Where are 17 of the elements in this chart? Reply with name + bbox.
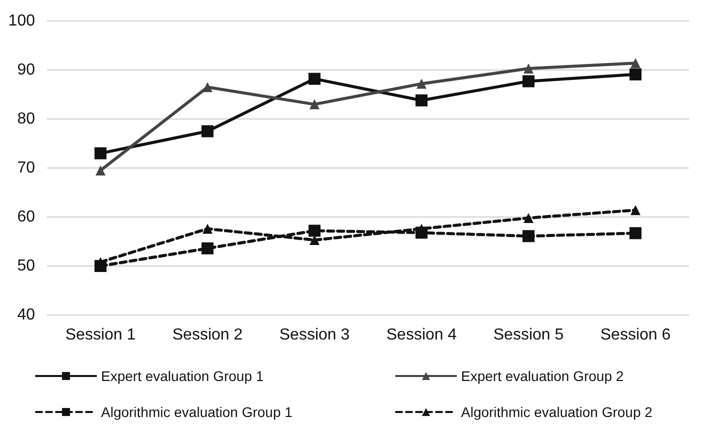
x-tick-label: Session 4 [386, 326, 457, 344]
y-tick-label: 40 [17, 306, 36, 324]
legend-label: Expert evaluation Group 1 [101, 368, 264, 384]
legend-label: Algorithmic evaluation Group 2 [461, 404, 653, 420]
legend-label: Algorithmic evaluation Group 1 [101, 404, 293, 420]
y-tick-label: 50 [17, 258, 36, 274]
y-tick-label: 60 [17, 208, 36, 226]
y-tick-label: 90 [17, 62, 36, 78]
x-tick-label: Session 3 [279, 326, 350, 344]
x-tick-label: Session 1 [65, 326, 136, 344]
x-tick-label: Session 6 [600, 326, 671, 344]
y-tick-label: 70 [17, 160, 36, 176]
x-tick-label: Session 5 [493, 326, 564, 344]
legend-label: Expert evaluation Group 2 [461, 368, 624, 384]
y-tick-label: 100 [8, 12, 36, 30]
x-tick-label: Session 2 [172, 326, 243, 344]
y-tick-label: 80 [17, 110, 36, 128]
